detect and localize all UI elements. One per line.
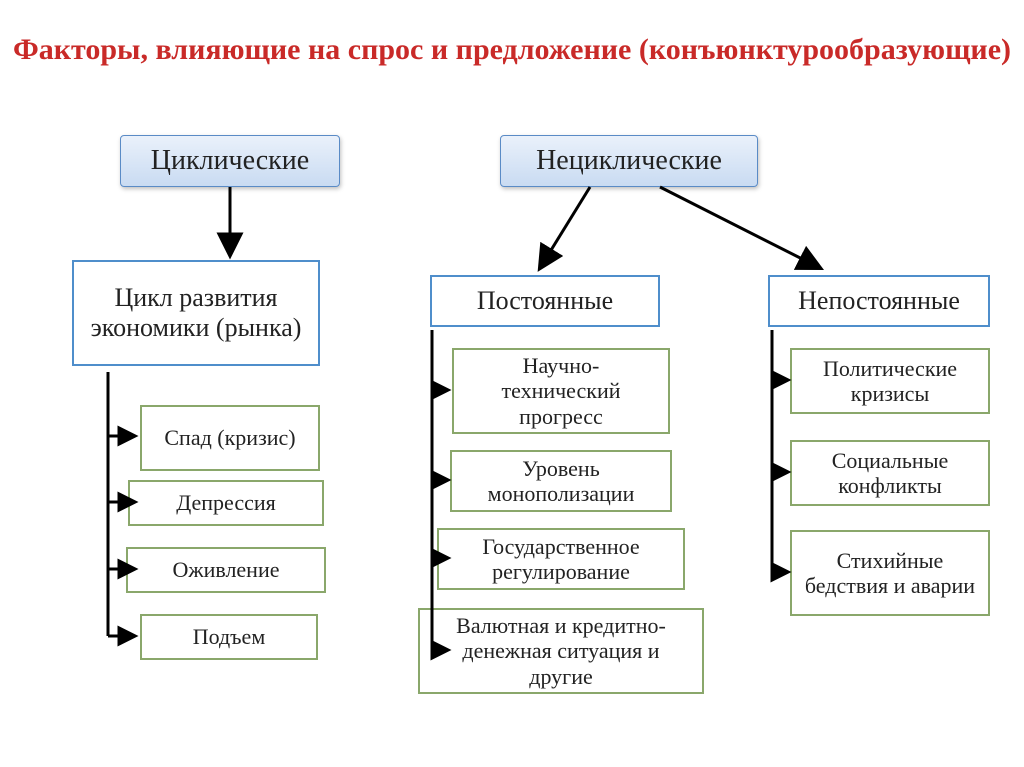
node-noncyclic: Нециклические	[500, 135, 758, 187]
node-valut: Валютная и кредитно-денежная ситуация и …	[418, 608, 704, 694]
node-bedstv: Стихийные бедствия и аварии	[790, 530, 990, 616]
diagram-title: Факторы, влияющие на спрос и предложение…	[0, 30, 1024, 71]
node-polit: Политические кризисы	[790, 348, 990, 414]
node-soc: Социальные конфликты	[790, 440, 990, 506]
node-spad: Спад (кризис)	[140, 405, 320, 471]
node-podem: Подъем	[140, 614, 318, 660]
node-ntp: Научно-технический прогресс	[452, 348, 670, 434]
node-monop: Уровень монополизации	[450, 450, 672, 512]
node-constant: Постоянные	[430, 275, 660, 327]
node-cyclic: Циклические	[120, 135, 340, 187]
node-econ-cycle: Цикл развития экономики (рынка)	[72, 260, 320, 366]
node-gosreg: Государственное регулирование	[437, 528, 685, 590]
node-depr: Депрессия	[128, 480, 324, 526]
node-inconstant: Непостоянные	[768, 275, 990, 327]
node-ozhiv: Оживление	[126, 547, 326, 593]
